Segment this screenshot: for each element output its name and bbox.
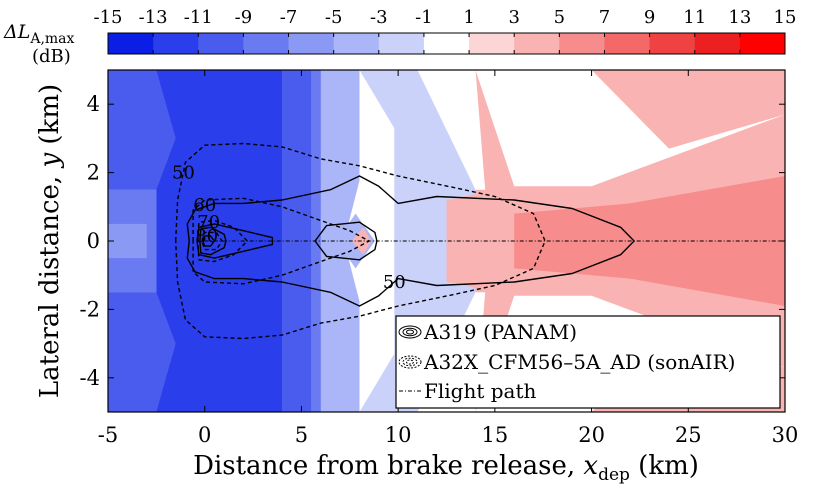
x-axis-ticks: -5 0 5 10 15 20 25 30 bbox=[98, 70, 799, 447]
colorbar-tick-label: 9 bbox=[644, 7, 655, 28]
contour-label: 80 bbox=[195, 226, 218, 247]
contour-lines bbox=[175, 142, 785, 340]
x-tick-label: 25 bbox=[675, 423, 702, 447]
y-tick-label: 2 bbox=[87, 161, 100, 185]
colorbar-swatch bbox=[649, 33, 696, 54]
colorbar-tick-label: 11 bbox=[683, 7, 706, 28]
colorbar bbox=[107, 32, 786, 55]
y-tick-label: -2 bbox=[80, 297, 100, 321]
colorbar-tick-label: 1 bbox=[463, 7, 474, 28]
x-tick-label: -5 bbox=[98, 423, 118, 447]
colorbar-tick-label: -15 bbox=[94, 7, 123, 28]
legend-box bbox=[395, 315, 781, 409]
x-tick-label: 20 bbox=[578, 423, 605, 447]
colorbar-unit: (dB) bbox=[32, 46, 71, 67]
field-lobe bbox=[108, 292, 176, 412]
colorbar-swatch bbox=[423, 33, 470, 54]
colorbar-tick-label: -13 bbox=[139, 7, 168, 28]
colorbar-frame bbox=[107, 32, 786, 55]
colorbar-ticks: -15 -13 -11 -9 -7 -5 -3 -1 1 3 5 7 9 11 13 15 bbox=[94, 7, 797, 54]
y-tick-label: 4 bbox=[87, 92, 100, 116]
colorbar-tick-label: 3 bbox=[508, 7, 519, 28]
colorbar-swatch bbox=[514, 33, 560, 54]
legend: A319 (PANAM) A32X_CFM56–5A_AD (sonAIR) F… bbox=[395, 315, 781, 409]
colorbar-swatch bbox=[198, 33, 244, 54]
colorbar-swatch bbox=[559, 33, 605, 54]
colorbar-tick-label: -3 bbox=[370, 7, 388, 28]
colorbar-label: ΔLA,max bbox=[3, 21, 75, 47]
colorbar-swatch bbox=[739, 33, 786, 54]
y-tick-label: -4 bbox=[80, 366, 100, 390]
legend-entry-a32x: A32X_CFM56–5A_AD (sonAIR) bbox=[423, 350, 735, 374]
colorbar-swatch bbox=[153, 33, 199, 54]
colorbar-swatch bbox=[694, 33, 741, 54]
x-tick-label: 10 bbox=[385, 423, 412, 447]
contour-label: 70 bbox=[197, 212, 220, 233]
x-tick-label: 30 bbox=[772, 423, 799, 447]
y-axis-label: Lateral distance, y (km) bbox=[35, 84, 65, 398]
colorbar-tick-label: -11 bbox=[184, 7, 213, 28]
contour-label: 50 bbox=[172, 163, 195, 184]
colorbar-tick-label: -9 bbox=[235, 7, 253, 28]
colorbar-tick-label: 7 bbox=[599, 7, 610, 28]
x-axis-label: Distance from brake release, xdep (km) bbox=[193, 451, 699, 485]
colorbar-swatch bbox=[108, 33, 154, 54]
contour-label: 50 bbox=[383, 272, 406, 293]
legend-entry-a319: A319 (PANAM) bbox=[423, 320, 577, 344]
field-lobe bbox=[417, 70, 486, 190]
colorbar-tick-label: -1 bbox=[415, 7, 433, 28]
contour-a32x-80 bbox=[201, 231, 223, 251]
colorbar-tick-label: 13 bbox=[728, 7, 751, 28]
contour-a319-60 bbox=[196, 223, 274, 259]
colorbar-swatch bbox=[469, 33, 515, 54]
contour-label: 60 bbox=[193, 195, 216, 216]
legend-entry-flightpath: Flight path bbox=[424, 379, 537, 403]
field-lobe bbox=[108, 223, 147, 259]
field-lobe bbox=[108, 70, 176, 190]
field-lobe bbox=[591, 70, 785, 149]
colorbar-swatch bbox=[333, 33, 380, 54]
colorbar-swatch bbox=[288, 33, 335, 54]
colorbar-tick-label: -7 bbox=[280, 7, 298, 28]
x-tick-label: 0 bbox=[198, 423, 211, 447]
contour-a32x-70 bbox=[197, 219, 248, 263]
y-axis-ticks: -4 -2 0 2 4 bbox=[80, 92, 785, 390]
legend-icon-dashed bbox=[398, 355, 422, 369]
x-tick-label: 15 bbox=[481, 423, 508, 447]
colorbar-swatch bbox=[378, 33, 425, 54]
y-tick-label: 0 bbox=[87, 229, 100, 253]
x-tick-label: 5 bbox=[295, 423, 308, 447]
colorbar-swatch bbox=[243, 33, 290, 54]
colorbar-swatch bbox=[604, 33, 651, 54]
colorbar-tick-label: 5 bbox=[554, 7, 565, 28]
colorbar-tick-label: -5 bbox=[325, 7, 343, 28]
colorbar-tick-label: 15 bbox=[774, 7, 797, 28]
legend-icon-solid bbox=[398, 325, 422, 339]
